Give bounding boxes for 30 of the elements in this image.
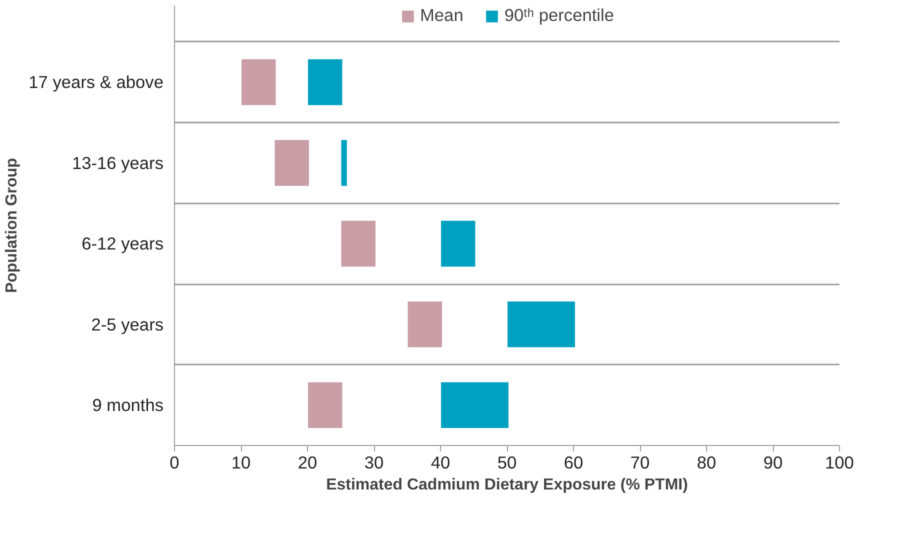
x-tick-label: 30 [364, 452, 384, 472]
y-axis-title: Population Group [4, 158, 21, 294]
y-tick-label: 17 years & above [28, 72, 164, 92]
bar [274, 139, 310, 187]
y-tick-label: 2-5 years [91, 314, 164, 334]
bar [440, 220, 476, 268]
bar [340, 220, 376, 268]
x-tick-label: 20 [298, 452, 318, 472]
x-tick-label: 60 [564, 452, 584, 472]
bar [406, 300, 443, 348]
bar [506, 300, 576, 348]
x-axis-title: Estimated Cadmium Dietary Exposure (% PTMI) [326, 476, 688, 494]
bar [307, 58, 344, 106]
legend-label: 90ᵗʰ percentile [504, 5, 614, 26]
x-tick-label: 90 [763, 452, 783, 472]
y-tick-label: 13-16 years [72, 152, 164, 173]
x-tick-label: 70 [630, 452, 650, 472]
x-tick-label: 50 [497, 452, 517, 472]
y-tick-label: 9 months [92, 395, 164, 416]
x-tick-label: 80 [696, 452, 716, 472]
bar [340, 139, 348, 187]
x-tick-label: 40 [430, 452, 450, 472]
y-tick-label: 6-12 years [82, 234, 164, 254]
x-tick-label: 0 [170, 452, 180, 472]
bar [440, 381, 510, 430]
x-tick-label: 10 [231, 452, 251, 472]
bar [240, 58, 277, 106]
bar [307, 381, 344, 430]
legend-label: Mean [420, 5, 464, 26]
x-tick-label: 100 [825, 452, 854, 472]
